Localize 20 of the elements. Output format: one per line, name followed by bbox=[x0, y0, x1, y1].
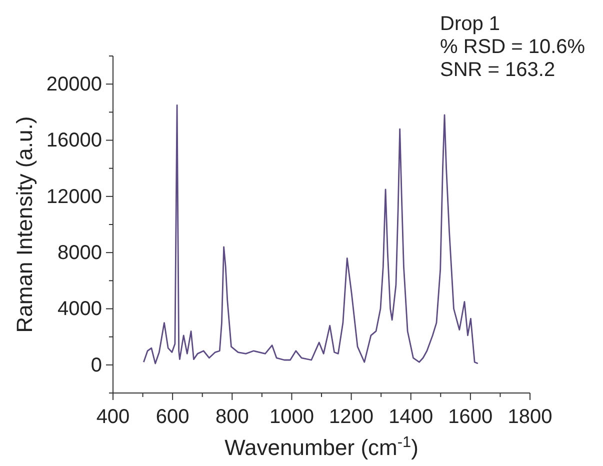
x-tick-label: 800 bbox=[215, 406, 249, 428]
text: Drop 1 bbox=[440, 13, 500, 35]
line-series bbox=[142, 104, 479, 364]
x-tick-label: 400 bbox=[96, 406, 130, 428]
x-tick-label: 600 bbox=[156, 406, 190, 428]
x-tick-label: 1800 bbox=[508, 406, 552, 428]
x-tick-label: 1200 bbox=[329, 406, 374, 428]
x-tick-label: 1600 bbox=[448, 406, 493, 428]
annotation: % RSD = 10.6% bbox=[440, 36, 586, 58]
y-tick-label: 20000 bbox=[46, 73, 102, 96]
y-tick-label: 12000 bbox=[46, 186, 102, 208]
y-tick-label: 0 bbox=[90, 354, 102, 376]
y-tick-label: 4000 bbox=[58, 298, 102, 320]
x-tick-label: 1000 bbox=[269, 406, 314, 428]
annotation: SNR = 163.2 bbox=[440, 59, 556, 81]
x-axis-title: Wavenumber (cm$^{-1}$) bbox=[224, 434, 418, 460]
y-tick-label: 16000 bbox=[46, 130, 102, 152]
y-tick-label: 8000 bbox=[58, 242, 102, 264]
x-tick-label: 1400 bbox=[388, 406, 434, 428]
y-axis-title: Raman Intensity (a.u.) bbox=[12, 116, 37, 333]
